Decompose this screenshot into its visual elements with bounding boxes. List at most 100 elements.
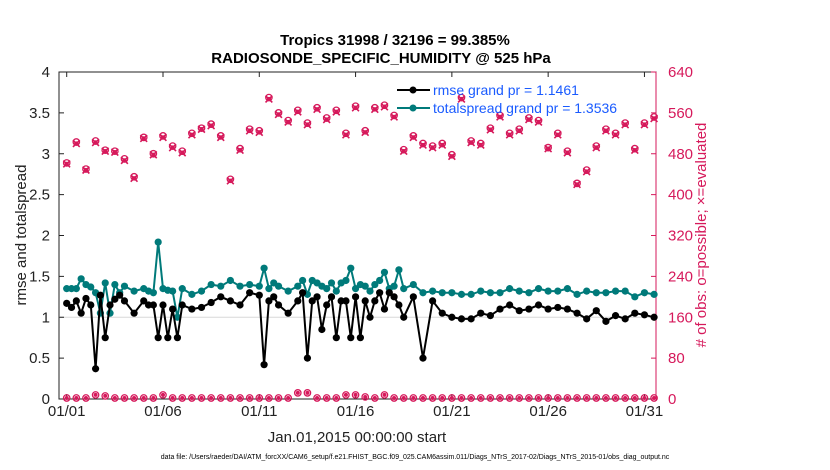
obs-bottom-marker	[582, 394, 591, 402]
obs_evaluated-marker	[573, 180, 582, 189]
y-left-tick-label: 0.5	[29, 350, 50, 367]
series-layer	[62, 93, 659, 402]
obs-bottom-marker-dot	[295, 390, 300, 395]
rmse-point	[506, 301, 514, 309]
rmse-point	[347, 334, 355, 342]
obs-bottom-marker	[419, 394, 427, 402]
totalspread-point	[602, 289, 610, 297]
obs-bottom-marker-dot	[151, 395, 156, 400]
rmse-point	[650, 313, 658, 321]
rmse-point	[371, 297, 379, 305]
rmse-point	[390, 293, 398, 301]
totalspread-point	[496, 289, 504, 297]
obs_evaluated-marker-dot	[199, 127, 204, 132]
obs-bottom-marker	[467, 394, 475, 402]
obs_evaluated-marker-dot	[112, 150, 118, 155]
rmse-point	[534, 301, 543, 309]
obs-bottom-marker-dot	[315, 395, 320, 400]
y-left-tick-label: 4	[42, 64, 50, 81]
obs-bottom-marker-dot	[507, 395, 512, 400]
legend-rmse-label: rmse grand pr = 1.1461	[433, 82, 579, 98]
totalspread-point	[621, 287, 629, 295]
obs-bottom-marker-dot	[363, 394, 368, 399]
obs-bottom-marker	[592, 394, 601, 402]
obs_evaluated-marker-dot	[411, 135, 416, 140]
y-right-tick-label: 80	[668, 350, 685, 367]
obs_evaluated-marker-dot	[170, 145, 175, 150]
obs_evaluated-marker-dot	[257, 130, 262, 135]
totalspread-point	[534, 285, 543, 293]
obs_evaluated-marker-dot	[295, 109, 300, 115]
obs_evaluated-marker-dot	[266, 96, 272, 102]
totalspread-point	[438, 289, 446, 297]
obs-bottom-marker	[390, 394, 398, 402]
obs_evaluated-marker	[640, 120, 649, 129]
totalspread-point	[101, 279, 109, 287]
totalspread-point	[294, 282, 302, 290]
totalspread-point	[188, 290, 196, 298]
obs_evaluated-marker-dot	[314, 107, 320, 112]
obs-bottom-marker-dot	[238, 395, 243, 400]
rmse-point	[525, 305, 533, 313]
obs_evaluated-marker	[187, 130, 196, 139]
totalspread-point	[323, 285, 331, 293]
obs-bottom-marker	[563, 394, 572, 402]
chart-title-line2: RADIOSONDE_SPECIFIC_HUMIDITY @ 525 hPa	[211, 50, 551, 67]
obs-bottom-marker-dot	[180, 395, 185, 400]
obs_evaluated-marker-dot	[536, 119, 541, 125]
obs_evaluated-marker-dot	[497, 114, 503, 120]
obs-bottom-marker-dot	[488, 395, 493, 400]
rmse-point	[299, 289, 307, 297]
totalspread-point	[429, 287, 437, 295]
totalspread-point	[246, 280, 254, 289]
totalspread-point	[111, 280, 119, 289]
obs-bottom-marker	[573, 394, 581, 402]
obs_evaluated-marker	[361, 128, 370, 137]
obs_evaluated-marker-dot	[305, 122, 310, 127]
obs_evaluated-marker	[351, 103, 360, 112]
obs-bottom-marker-dot	[420, 395, 425, 400]
obs-bottom-marker-dot	[632, 395, 637, 400]
obs_evaluated-marker	[274, 110, 283, 119]
legend: rmse grand pr = 1.1461 totalspread grand…	[397, 82, 617, 116]
obs-bottom-marker	[168, 394, 177, 402]
totalspread-point	[149, 289, 157, 297]
totalspread-point	[506, 285, 514, 293]
totalspread-point	[255, 282, 263, 290]
totalspread-point	[87, 283, 95, 291]
y-right-tick-label: 400	[668, 187, 693, 204]
rmse-point	[640, 311, 649, 319]
obs_evaluated-marker-dot	[440, 142, 445, 148]
obs-bottom-marker	[650, 394, 658, 402]
y-left-tick-label: 1.5	[29, 268, 50, 285]
obs-bottom-marker	[197, 394, 206, 402]
obs-bottom-marker-dot	[613, 395, 618, 400]
totalspread-point	[371, 280, 379, 289]
obs-bottom-marker	[178, 394, 187, 402]
totalspread-point	[342, 276, 350, 285]
obs_evaluated-marker	[476, 141, 485, 150]
rmse-point	[573, 309, 581, 317]
x-tick-label: 01/01	[48, 403, 86, 420]
rmse-point	[515, 307, 523, 315]
totalspread-point	[299, 276, 307, 285]
obs-bottom-marker-dot	[305, 390, 310, 395]
obs_evaluated-marker	[582, 167, 591, 176]
obs_evaluated-marker	[553, 130, 562, 139]
obs-bottom-marker-dot	[430, 395, 435, 400]
totalspread-point	[327, 279, 336, 287]
totalspread-point	[265, 285, 273, 293]
totalspread-point	[544, 287, 552, 295]
obs_evaluated-marker-dot	[141, 136, 146, 141]
obs-bottom-marker	[476, 394, 485, 402]
legend-rmse-marker	[409, 86, 417, 94]
rmse-point	[592, 307, 600, 315]
rmse-point	[149, 301, 157, 309]
plot-area	[58, 71, 657, 400]
rmse-point	[385, 289, 393, 297]
totalspread-point	[217, 282, 225, 290]
obs_evaluated-marker	[130, 174, 139, 183]
totalspread-point	[640, 289, 649, 297]
y-left-tick-label: 2.5	[29, 187, 50, 204]
totalspread-point	[366, 287, 374, 295]
